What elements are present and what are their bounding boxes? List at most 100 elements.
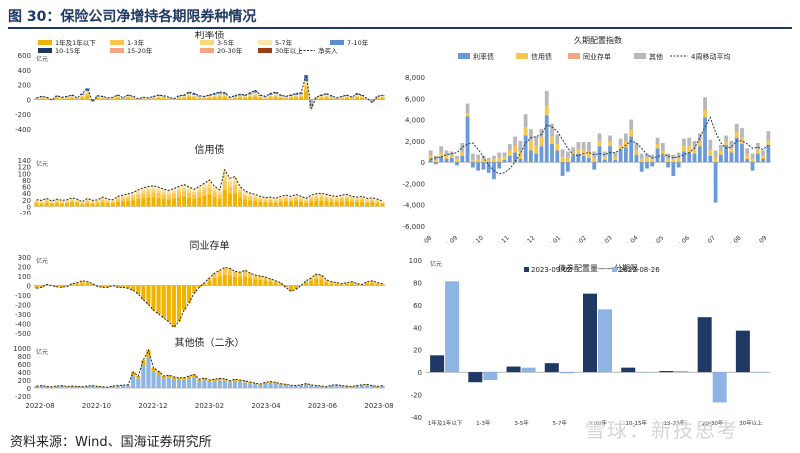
bar-segment [253, 201, 258, 207]
bar-segment [156, 192, 161, 198]
bar-segment [146, 98, 151, 100]
bar-segment [49, 99, 54, 101]
bar-segment [39, 201, 44, 203]
bar [659, 371, 674, 373]
bar-segment [298, 201, 304, 207]
bar-segment [95, 386, 100, 388]
bar-segment [44, 202, 49, 207]
bar-segment [34, 201, 39, 204]
bar-segment [227, 193, 232, 207]
x-tick-label: 2023-07 [694, 234, 717, 243]
bar-segment [576, 149, 581, 154]
bar-segment [671, 162, 676, 176]
bar-segment [324, 198, 329, 202]
legend-label: 20-30年 [217, 46, 243, 55]
bar-segment [319, 386, 324, 388]
bar-segment [217, 276, 222, 286]
bar-segment [278, 197, 283, 200]
bar-segment [360, 197, 365, 200]
bar-segment [212, 197, 217, 207]
bar-segment [105, 201, 110, 204]
unit-label: 亿元 [430, 260, 442, 268]
x-tick-label: 2022-11 [488, 234, 511, 243]
bar-segment [49, 201, 54, 202]
bar-segment [34, 285, 39, 289]
bar-segment [314, 278, 319, 286]
bar-segment [349, 197, 355, 200]
bar-segment [120, 198, 126, 202]
bar-segment [304, 198, 309, 200]
bar-segment [197, 97, 202, 99]
bar-segment [176, 380, 182, 388]
bar-segment [288, 199, 293, 202]
bar-segment [75, 98, 80, 99]
bar-segment [90, 203, 95, 207]
bar-segment [171, 193, 176, 199]
bar-segment [85, 93, 90, 96]
bar-segment [243, 276, 248, 286]
bar-segment [298, 95, 304, 96]
bar-segment [85, 202, 90, 207]
bar-segment [283, 285, 288, 288]
bar-segment [518, 151, 523, 159]
bar-segment [202, 380, 207, 388]
bar-segment [360, 201, 365, 207]
bar-segment [263, 280, 268, 286]
bar-segment [293, 94, 299, 96]
bar-segment [202, 98, 207, 100]
bar-segment [745, 148, 750, 155]
bar-segment [354, 199, 360, 203]
bar-segment [618, 138, 623, 146]
bar-segment [59, 200, 65, 202]
bar-segment [329, 195, 334, 198]
bar-segment [334, 199, 339, 202]
bar-segment [232, 276, 238, 286]
bar-segment [105, 285, 110, 288]
bar-segment [95, 200, 100, 202]
bar-segment [298, 385, 304, 388]
bar-segment [518, 140, 523, 152]
bar-segment [110, 97, 115, 99]
bar-segment [571, 155, 576, 163]
bar-segment [587, 141, 591, 152]
bar-segment [560, 162, 565, 176]
bar-segment [339, 284, 344, 286]
bar-segment [360, 284, 365, 286]
bar-segment [344, 201, 349, 207]
bar-segment [161, 191, 166, 195]
bar-segment [141, 98, 146, 100]
bar-segment [70, 96, 75, 98]
category-label: 10-15年 [625, 419, 647, 427]
bar-segment [166, 377, 171, 388]
bar-segment [217, 380, 222, 388]
bar-segment [126, 385, 131, 388]
bar-segment [602, 151, 607, 157]
bar-segment [70, 386, 75, 388]
y-tick-label: 20 [22, 197, 31, 205]
legend-label: 1-3年 [127, 38, 145, 47]
bar-segment [131, 194, 136, 197]
bar-segment [434, 160, 438, 163]
bar-segment [539, 129, 544, 138]
bar-segment [534, 136, 539, 147]
y-tick-label: 200 [18, 377, 31, 385]
bar-segment [434, 162, 438, 165]
bar-segment [237, 192, 243, 198]
bar-segment [151, 285, 156, 311]
bar-segment [444, 150, 449, 156]
bar-segment [268, 96, 273, 98]
bar-segment [283, 97, 288, 98]
y-tick-label: -4,000 [402, 202, 425, 210]
bar-segment [161, 198, 166, 207]
bar-segment [481, 158, 486, 163]
bar-segment [304, 199, 309, 201]
bar-segment [187, 92, 192, 94]
bar-segment [253, 383, 258, 385]
bar-segment [136, 194, 141, 199]
bar-segment [49, 203, 54, 207]
y-tick-label: -200 [15, 393, 31, 401]
bar-segment [597, 133, 602, 141]
x-tick-label: 2023-04 [617, 234, 640, 243]
bar-segment [314, 386, 319, 388]
